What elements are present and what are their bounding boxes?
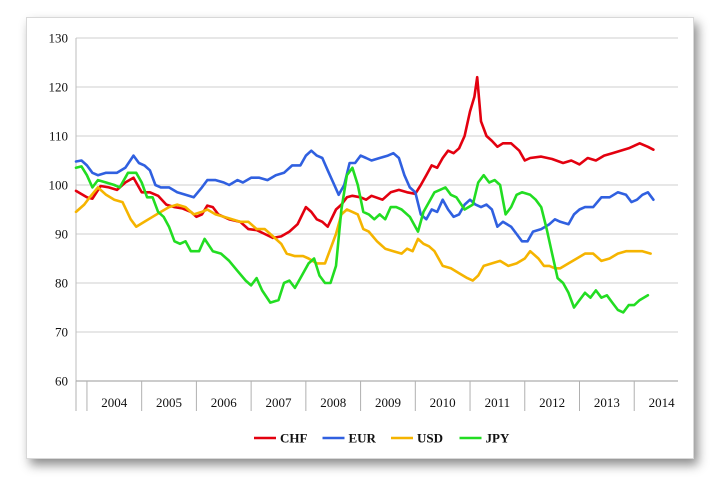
series-line-eur bbox=[74, 149, 655, 243]
legend-label-usd: USD bbox=[417, 431, 443, 446]
y-tick-label-70: 70 bbox=[55, 325, 68, 340]
y-tick-label-120: 120 bbox=[49, 80, 69, 95]
x-tick-label-2007: 2007 bbox=[265, 395, 292, 410]
series-line-jpy bbox=[74, 165, 650, 314]
y-tick-label-110: 110 bbox=[49, 129, 68, 144]
x-axis: 2004 2005 2006 2007 2008 2009 2010 2011 2012 2013… bbox=[75, 380, 678, 411]
y-tick-label-60: 60 bbox=[55, 374, 68, 389]
x-tick-label-2014: 2014 bbox=[649, 395, 676, 410]
series-line-chf bbox=[74, 75, 655, 240]
legend-label-eur: EUR bbox=[349, 431, 377, 446]
x-tick-label-2008: 2008 bbox=[320, 395, 346, 410]
legend-label-jpy: JPY bbox=[486, 431, 510, 446]
x-tick-label-2009: 2009 bbox=[375, 395, 401, 410]
x-tick-label-2005: 2005 bbox=[156, 395, 182, 410]
y-tick-label-90: 90 bbox=[55, 227, 68, 242]
y-tick-label-130: 130 bbox=[49, 31, 69, 46]
x-tick-label-2010: 2010 bbox=[430, 395, 456, 410]
chart-frame bbox=[26, 17, 694, 459]
legend-label-chf: CHF bbox=[280, 431, 308, 446]
x-tick-label-2012: 2012 bbox=[539, 395, 565, 410]
series-lines bbox=[74, 75, 655, 314]
y-axis-tick-labels: 60 70 80 90 100 110 120 130 bbox=[49, 31, 69, 389]
legend: CHF EUR USD JPY bbox=[254, 431, 510, 446]
x-tick-label-2011: 2011 bbox=[485, 395, 511, 410]
y-tick-label-100: 100 bbox=[49, 178, 69, 193]
x-tick-label-2004: 2004 bbox=[101, 395, 128, 410]
series-line-usd bbox=[74, 186, 652, 282]
x-tick-label-2013: 2013 bbox=[594, 395, 620, 410]
x-tick-label-2006: 2006 bbox=[211, 395, 238, 410]
y-tick-label-80: 80 bbox=[55, 276, 68, 291]
